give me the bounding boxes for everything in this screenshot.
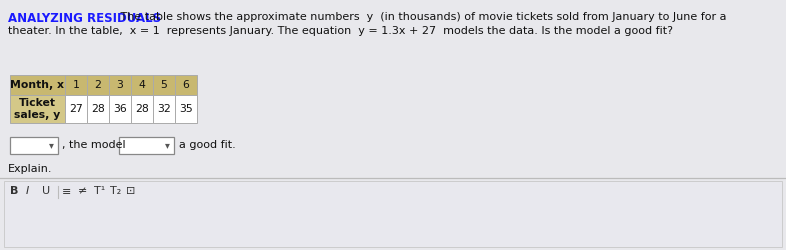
Bar (175, 95, 197, 123)
Bar (65, 95, 87, 123)
Text: ≡: ≡ (62, 186, 72, 196)
Bar (109, 95, 131, 123)
Text: The table shows the approximate numbers  y  (in thousands) of movie tickets sold: The table shows the approximate numbers … (117, 12, 727, 22)
Text: theater. In the table,  x = 1  represents January. The equation  y = 1.3x + 27  : theater. In the table, x = 1 represents … (8, 26, 673, 36)
Text: , the model: , the model (62, 140, 126, 150)
Bar (131, 75, 153, 95)
Text: U: U (42, 186, 50, 196)
Text: ⊡: ⊡ (126, 186, 135, 196)
Text: ≠: ≠ (78, 186, 87, 196)
Bar (175, 75, 197, 95)
Text: I: I (26, 186, 29, 196)
Bar (10, 75, 65, 95)
Text: 35: 35 (179, 104, 193, 114)
Text: 2: 2 (94, 80, 101, 90)
Text: 28: 28 (135, 104, 149, 114)
Text: 32: 32 (157, 104, 171, 114)
Bar (153, 95, 175, 123)
Bar (4, 180, 782, 247)
Text: ▾: ▾ (164, 140, 170, 150)
Bar (10, 95, 65, 123)
Text: 4: 4 (138, 80, 145, 90)
Text: ANALYZING RESIDUALS: ANALYZING RESIDUALS (8, 12, 161, 25)
Bar (87, 95, 109, 123)
Text: Month, x: Month, x (10, 80, 64, 90)
Text: T¹: T¹ (94, 186, 105, 196)
Text: 3: 3 (116, 80, 123, 90)
Bar (153, 75, 175, 95)
Text: 27: 27 (69, 104, 83, 114)
Bar (119, 136, 174, 154)
Bar (65, 75, 87, 95)
Text: ▾: ▾ (49, 140, 53, 150)
Bar (10, 136, 58, 154)
Text: 36: 36 (113, 104, 127, 114)
Text: 5: 5 (160, 80, 167, 90)
Text: T₂: T₂ (110, 186, 121, 196)
Text: a good fit.: a good fit. (179, 140, 236, 150)
Text: 1: 1 (72, 80, 79, 90)
Text: Explain.: Explain. (8, 164, 53, 173)
Text: 6: 6 (182, 80, 189, 90)
Bar (131, 95, 153, 123)
Bar (109, 75, 131, 95)
Text: B: B (10, 186, 18, 196)
Text: Ticket
sales, y: Ticket sales, y (14, 98, 61, 120)
Text: 28: 28 (91, 104, 105, 114)
Bar (87, 75, 109, 95)
